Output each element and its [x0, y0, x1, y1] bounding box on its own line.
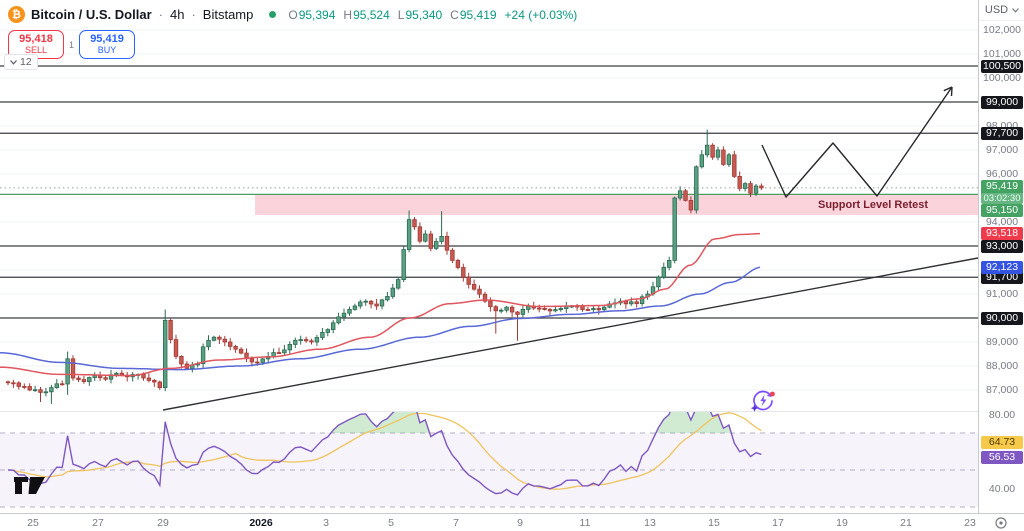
price-axis-label: 87,000: [985, 384, 1019, 396]
time-axis-label: 3: [323, 517, 329, 529]
high-label: H: [343, 7, 353, 22]
currency-selector[interactable]: USD: [979, 0, 1024, 21]
price-levels[interactable]: [0, 65, 978, 319]
circular-arrows-icon: [750, 390, 775, 412]
buy-label: BUY: [97, 44, 117, 55]
price-level-badge: 97,700: [981, 126, 1023, 140]
price-axis-label: 101,000: [983, 48, 1021, 60]
exchange-label[interactable]: Bitstamp: [202, 7, 254, 22]
support-level-retest-label[interactable]: Support Level Retest: [818, 199, 929, 211]
tradingview-logo[interactable]: [12, 473, 54, 501]
time-axis-label: 15: [708, 517, 720, 529]
price-axis[interactable]: USD 95,419 03:02:30 102,000 101,000 100,00…: [978, 0, 1024, 513]
symbol-title[interactable]: Bitcoin / U.S. Dollar: [31, 7, 152, 22]
last-price-badge: 95,419 03:02:30: [981, 180, 1023, 205]
rsi-value-badge: 56.53: [981, 451, 1023, 465]
spread-value: 1: [68, 39, 76, 50]
time-axis-label: 19: [836, 517, 848, 529]
bar-countdown: 03:02:30: [981, 193, 1023, 205]
price-indicator-badge: 92,123: [981, 260, 1023, 274]
price-axis-label: 102,000: [983, 24, 1021, 36]
sparkle-icon: [750, 404, 759, 412]
ma-slow-line[interactable]: [0, 266, 761, 371]
notification-dot-icon: [770, 391, 775, 397]
timezone-settings-icon[interactable]: [994, 516, 1008, 531]
sell-price: 95,418: [19, 33, 53, 45]
buy-button[interactable]: 95,419 BUY: [79, 30, 136, 59]
time-axis-label: 9: [517, 517, 523, 529]
time-axis-label: 7: [453, 517, 459, 529]
time-axis-label: 29: [157, 517, 169, 529]
candlestick-series[interactable]: [5, 129, 764, 404]
open-label: O: [288, 7, 298, 22]
rsi-value-badge: 64.73: [981, 436, 1023, 450]
support-zone: [0, 193, 978, 215]
rsi-line: [7, 412, 762, 496]
currency-label: USD: [984, 4, 1009, 16]
time-axis-label: 2026: [249, 517, 273, 529]
chevron-down-icon: [10, 59, 17, 65]
close-value: 95,419: [459, 7, 497, 22]
indicators-collapse-chip[interactable]: 12: [4, 54, 38, 70]
interval-label[interactable]: 4h: [169, 7, 185, 22]
tradingview-logo-icon: [14, 477, 45, 494]
price-level-badge: 90,000: [981, 311, 1023, 325]
low-label: L: [397, 7, 405, 22]
time-axis-label: 17: [772, 517, 784, 529]
title-separator: ·: [158, 7, 163, 22]
time-axis-label: 11: [579, 517, 591, 529]
time-axis-label: 21: [900, 517, 912, 529]
time-axis-label: 13: [644, 517, 656, 529]
close-label: C: [450, 7, 459, 22]
title-separator2: ·: [191, 7, 196, 22]
price-axis-label: 97,000: [985, 144, 1019, 156]
price-axis-label: 94,000: [985, 216, 1019, 228]
open-value: 95,394: [298, 7, 336, 22]
sell-label: SELL: [24, 44, 48, 55]
indicators-count: 12: [20, 56, 32, 68]
time-axis-label: 27: [92, 517, 104, 529]
last-price-value: 95,419: [981, 180, 1023, 194]
rsi-axis-label: 40.00: [988, 482, 1016, 495]
price-indicator-badge: 93,518: [981, 227, 1023, 241]
ma-fast-line[interactable]: [0, 232, 761, 377]
price-axis-label: 96,000: [985, 168, 1019, 180]
market-open-dot-icon: [269, 11, 277, 18]
low-value: 95,340: [405, 7, 443, 22]
price-indicator-badge: 95,150: [981, 204, 1023, 217]
rsi-axis-label: 80.00: [988, 408, 1016, 421]
price-level-badge: 100,500: [981, 59, 1023, 73]
ascending-trendline[interactable]: [162, 257, 979, 411]
time-axis[interactable]: 25 27 29 2026 3 5 7 9 11 13 15 17 19 21 23: [0, 513, 1024, 531]
lightning-bolt-icon: [760, 394, 767, 407]
price-axis-label: 88,000: [985, 360, 1019, 372]
price-axis-label: 100,000: [983, 72, 1021, 84]
bitcoin-logo-icon: ₿: [8, 6, 25, 23]
price-axis-label: 91,000: [985, 288, 1019, 300]
change-value: +24 (+0.03%): [504, 7, 578, 22]
high-value: 95,524: [353, 7, 390, 22]
time-axis-label: 5: [388, 517, 394, 529]
symbol-header: ₿ Bitcoin / U.S. Dollar · 4h · Bitstamp …: [8, 6, 577, 23]
time-axis-label: 23: [964, 517, 976, 529]
price-level-badge: 91,700: [981, 270, 1023, 284]
rsi-pane[interactable]: [0, 392, 978, 508]
ai-technicals-icon[interactable]: [748, 386, 778, 416]
chevron-down-icon: [1012, 7, 1020, 13]
buy-price: 95,419: [90, 33, 124, 45]
price-level-badge: 99,000: [981, 95, 1023, 109]
projection-zigzag-arrow[interactable]: [761, 86, 953, 198]
price-level-badge: 93,000: [981, 239, 1023, 253]
time-axis-label: 25: [27, 517, 39, 529]
price-axis-label: 89,000: [985, 336, 1019, 348]
ohlc-values: O 95,394 H 95,524 L 95,340 C 95,419 +24 (+0.…: [288, 8, 577, 22]
